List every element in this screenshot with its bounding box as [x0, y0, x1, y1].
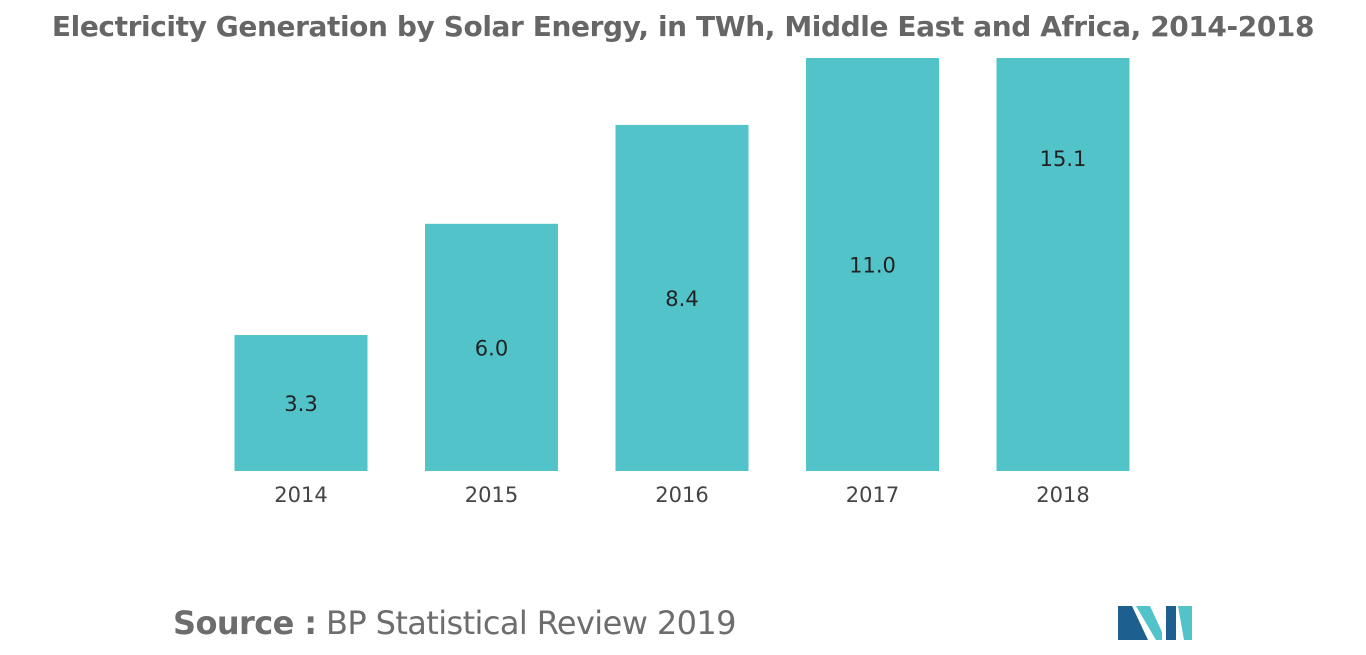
- value-label-2018: 15.1: [1040, 147, 1087, 171]
- x-tick-label-2016: 2016: [655, 483, 708, 507]
- bar-2017: [806, 58, 939, 471]
- source-note: Source : BP Statistical Review 2019: [173, 604, 736, 642]
- value-label-2016: 8.4: [665, 287, 698, 311]
- bars-group: [234, 58, 1130, 472]
- x-tick-label-2014: 2014: [274, 483, 327, 507]
- bar-2016: [615, 124, 749, 472]
- value-label-2015: 6.0: [475, 336, 508, 360]
- source-label: Source :: [173, 604, 317, 642]
- x-tick-label-2017: 2017: [846, 483, 899, 507]
- bar-2014: [234, 335, 368, 471]
- x-tick-label-2015: 2015: [465, 483, 518, 507]
- x-tick-label-2018: 2018: [1036, 483, 1089, 507]
- source-text: BP Statistical Review 2019: [325, 604, 736, 642]
- value-label-2017: 11.0: [849, 254, 896, 278]
- x-tick-labels-group: 2014 2015 2016 2017 2018: [274, 483, 1089, 507]
- value-labels-group: 3.3 6.0 8.4 11.0 15.1: [284, 147, 1086, 416]
- bar-2018: [996, 58, 1130, 471]
- bar-2015: [425, 223, 558, 471]
- mordor-logo-icon: [1118, 606, 1192, 640]
- value-label-2014: 3.3: [284, 392, 317, 416]
- chart-title: Electricity Generation by Solar Energy, …: [51, 10, 1315, 43]
